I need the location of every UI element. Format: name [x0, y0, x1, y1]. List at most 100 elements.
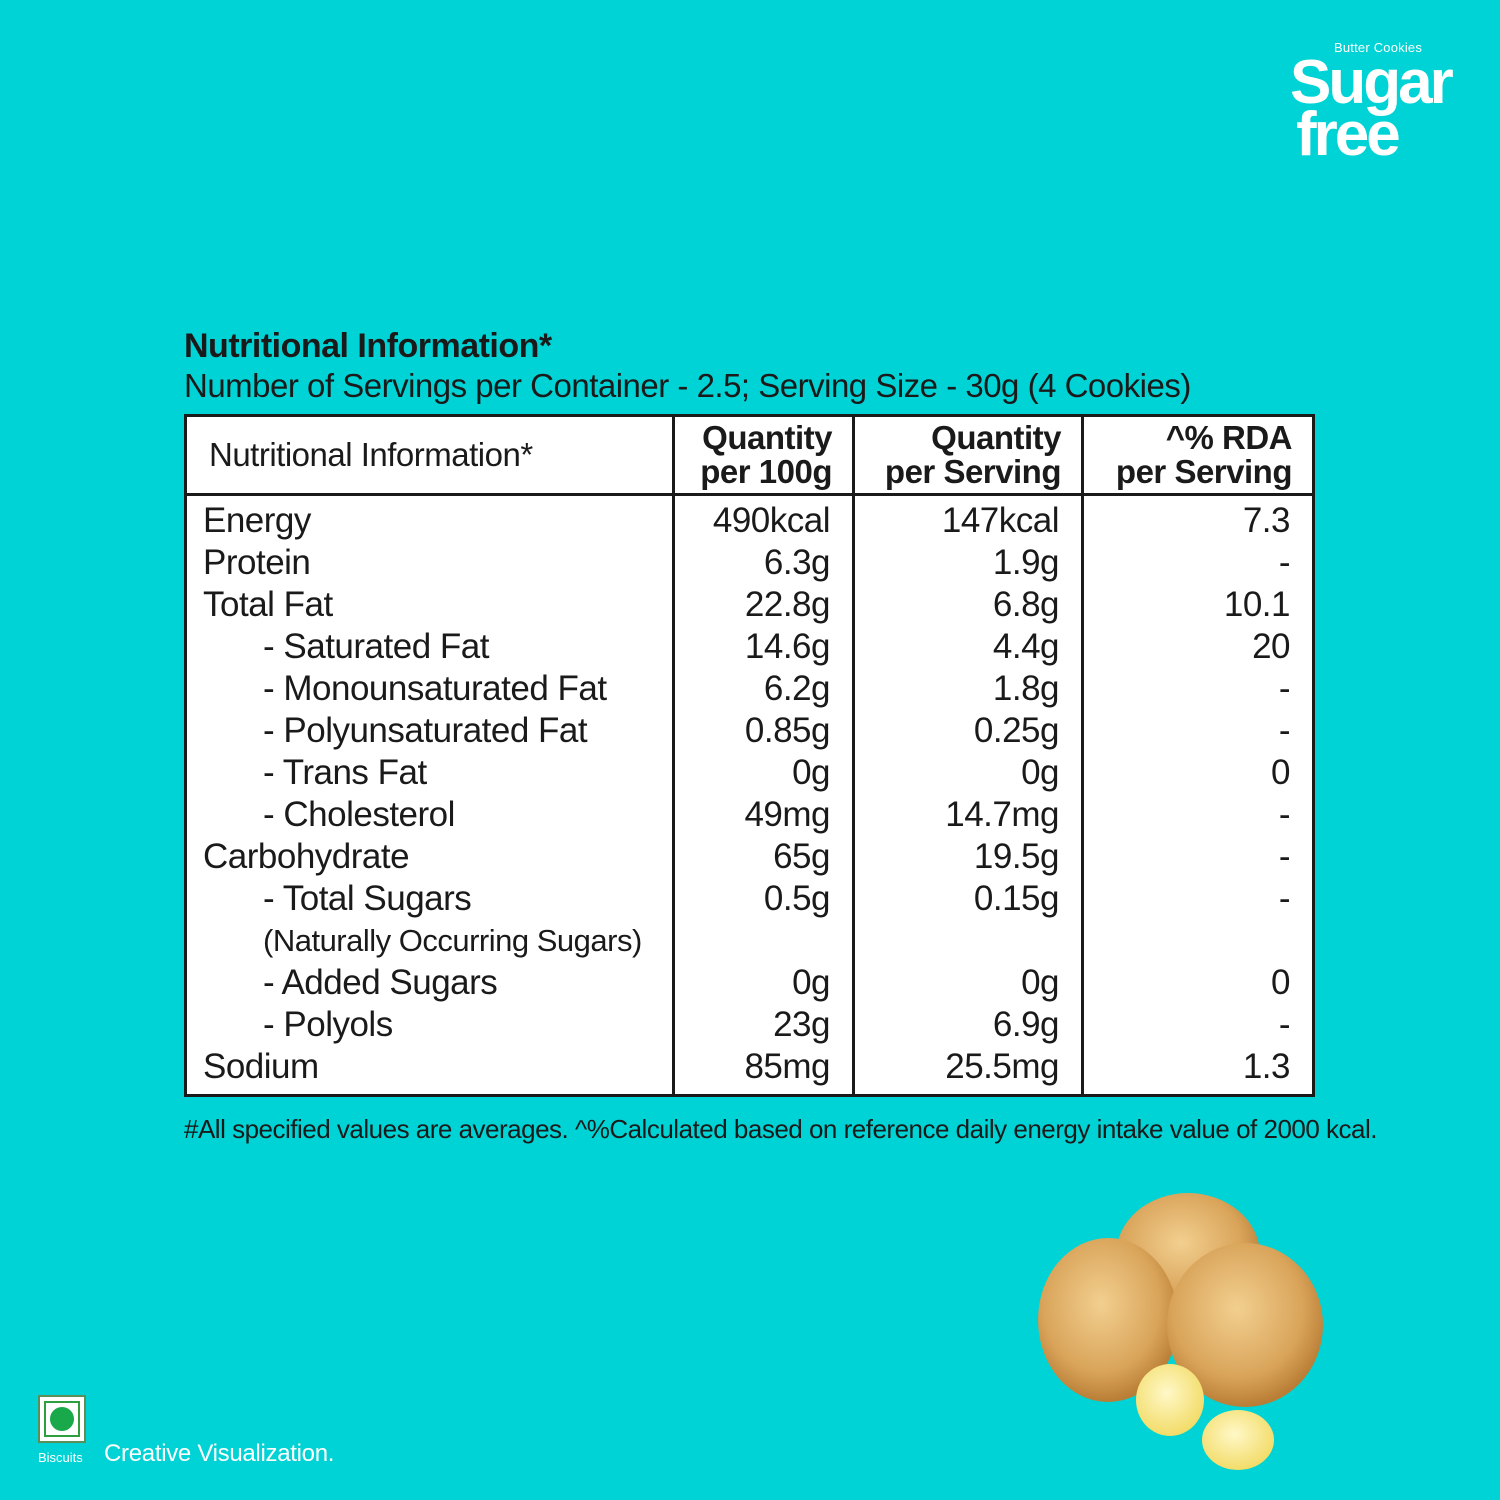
value-per-100g: 0g — [672, 962, 855, 1004]
nutrient-name: - Polyols — [184, 1004, 675, 1046]
value-per-serving: 25.5mg — [852, 1046, 1084, 1096]
veg-mark-icon — [38, 1395, 86, 1443]
header-line: per Serving — [1115, 453, 1293, 490]
table-row: Total Fat 22.8g 6.8g 10.1 — [184, 584, 1315, 626]
table-row: - Total Sugars 0.5g 0.15g - — [184, 878, 1315, 920]
brand-tagline: Butter Cookies — [1334, 40, 1423, 55]
value-per-serving: 0.25g — [852, 710, 1084, 752]
value-rda — [1081, 920, 1315, 962]
column-header-per-100g: Quantity per 100g — [672, 415, 855, 496]
value-rda: - — [1081, 836, 1315, 878]
nutrient-name: (Naturally Occurring Sugars) — [184, 920, 675, 962]
value-rda: 7.3 — [1081, 494, 1315, 542]
value-per-100g: 0g — [672, 752, 855, 794]
nutrient-name: - Monounsaturated Fat — [184, 668, 675, 710]
value-per-serving: 4.4g — [852, 626, 1084, 668]
table-row: - Cholesterol 49mg 14.7mg - — [184, 794, 1315, 836]
value-per-serving — [852, 920, 1084, 962]
table-row: Carbohydrate 65g 19.5g - — [184, 836, 1315, 878]
value-per-serving: 6.9g — [852, 1004, 1084, 1046]
header-line: per Serving — [884, 453, 1062, 490]
nutrient-name: Sodium — [184, 1046, 675, 1096]
value-rda: 0 — [1081, 752, 1315, 794]
table-row: Sodium 85mg 25.5mg 1.3 — [184, 1046, 1315, 1096]
value-rda: 10.1 — [1081, 584, 1315, 626]
table-row: - Monounsaturated Fat 6.2g 1.8g - — [184, 668, 1315, 710]
column-header-per-serving: Quantity per Serving — [852, 415, 1084, 496]
veg-mark-border — [44, 1401, 80, 1437]
value-rda: - — [1081, 668, 1315, 710]
table-row: - Trans Fat 0g 0g 0 — [184, 752, 1315, 794]
value-per-serving: 0g — [852, 962, 1084, 1004]
value-per-100g: 23g — [672, 1004, 855, 1046]
value-per-100g: 49mg — [672, 794, 855, 836]
veg-label: Biscuits — [38, 1450, 83, 1465]
value-rda: - — [1081, 794, 1315, 836]
value-rda: 1.3 — [1081, 1046, 1315, 1096]
value-per-100g: 14.6g — [672, 626, 855, 668]
nutrient-name: - Cholesterol — [184, 794, 675, 836]
nutrient-name: - Total Sugars — [184, 878, 675, 920]
value-per-serving: 6.8g — [852, 584, 1084, 626]
value-rda: - — [1081, 878, 1315, 920]
nutrition-header: Nutritional Information* Number of Servi… — [184, 326, 1191, 406]
header-line: Quantity — [931, 419, 1061, 456]
value-per-100g: 6.3g — [672, 542, 855, 584]
header-line: Quantity — [702, 419, 832, 456]
nutrient-name: Protein — [184, 542, 675, 584]
brand-name-line2: free — [1296, 100, 1401, 169]
table-row: (Naturally Occurring Sugars) — [184, 920, 1315, 962]
cookie — [1038, 1238, 1178, 1402]
butter-curl — [1136, 1364, 1204, 1436]
nutrient-name: - Saturated Fat — [184, 626, 675, 668]
nutrition-title: Nutritional Information* — [184, 327, 552, 365]
value-per-100g: 85mg — [672, 1046, 855, 1096]
table-header-row: Nutritional Information* Quantity per 10… — [184, 415, 1315, 496]
table-row: - Polyunsaturated Fat 0.85g 0.25g - — [184, 710, 1315, 752]
value-rda: 0 — [1081, 962, 1315, 1004]
column-header-nutrient: Nutritional Information* — [184, 415, 675, 496]
value-rda: 20 — [1081, 626, 1315, 668]
value-per-serving: 147kcal — [852, 494, 1084, 542]
value-rda: - — [1081, 710, 1315, 752]
table-row: - Saturated Fat 14.6g 4.4g 20 — [184, 626, 1315, 668]
value-rda: - — [1081, 1004, 1315, 1046]
butter-curl — [1202, 1410, 1274, 1470]
value-per-100g: 6.2g — [672, 668, 855, 710]
header-line: per 100g — [700, 453, 832, 490]
value-per-serving: 0g — [852, 752, 1084, 794]
nutrition-table: Nutritional Information* Quantity per 10… — [184, 414, 1315, 1097]
value-per-serving: 1.8g — [852, 668, 1084, 710]
value-per-100g: 0.5g — [672, 878, 855, 920]
value-per-100g: 65g — [672, 836, 855, 878]
cookie — [1167, 1243, 1323, 1407]
brand-logo: Butter Cookies Sugar free — [1290, 38, 1480, 168]
table-row: - Polyols 23g 6.9g - — [184, 1004, 1315, 1046]
value-per-serving: 0.15g — [852, 878, 1084, 920]
serving-info: Number of Servings per Container - 2.5; … — [184, 367, 1191, 404]
column-header-rda: ^% RDA per Serving — [1081, 415, 1315, 496]
value-per-serving: 19.5g — [852, 836, 1084, 878]
nutrient-name: Total Fat — [184, 584, 675, 626]
footnote: #All specified values are averages. ^%Ca… — [184, 1114, 1378, 1144]
brand-name-line1: Sugar — [1290, 48, 1454, 117]
nutrient-name: Carbohydrate — [184, 836, 675, 878]
table-row: - Added Sugars 0g 0g 0 — [184, 962, 1315, 1004]
value-per-100g: 0.85g — [672, 710, 855, 752]
veg-mark-dot — [50, 1407, 74, 1431]
value-per-serving: 14.7mg — [852, 794, 1084, 836]
table-row: Energy 490kcal 147kcal 7.3 — [184, 494, 1315, 542]
table-row: Protein 6.3g 1.9g - — [184, 542, 1315, 584]
nutrient-name: - Added Sugars — [184, 962, 675, 1004]
creative-visualization-note: Creative Visualization. — [104, 1440, 335, 1467]
nutrient-name: Energy — [184, 494, 675, 542]
value-rda: - — [1081, 542, 1315, 584]
value-per-serving: 1.9g — [852, 542, 1084, 584]
nutrient-name: - Polyunsaturated Fat — [184, 710, 675, 752]
value-per-100g: 490kcal — [672, 494, 855, 542]
value-per-100g: 22.8g — [672, 584, 855, 626]
value-per-100g — [672, 920, 855, 962]
nutrient-name: - Trans Fat — [184, 752, 675, 794]
header-line: ^% RDA — [1165, 419, 1293, 456]
cookies-image — [1038, 1193, 1323, 1470]
